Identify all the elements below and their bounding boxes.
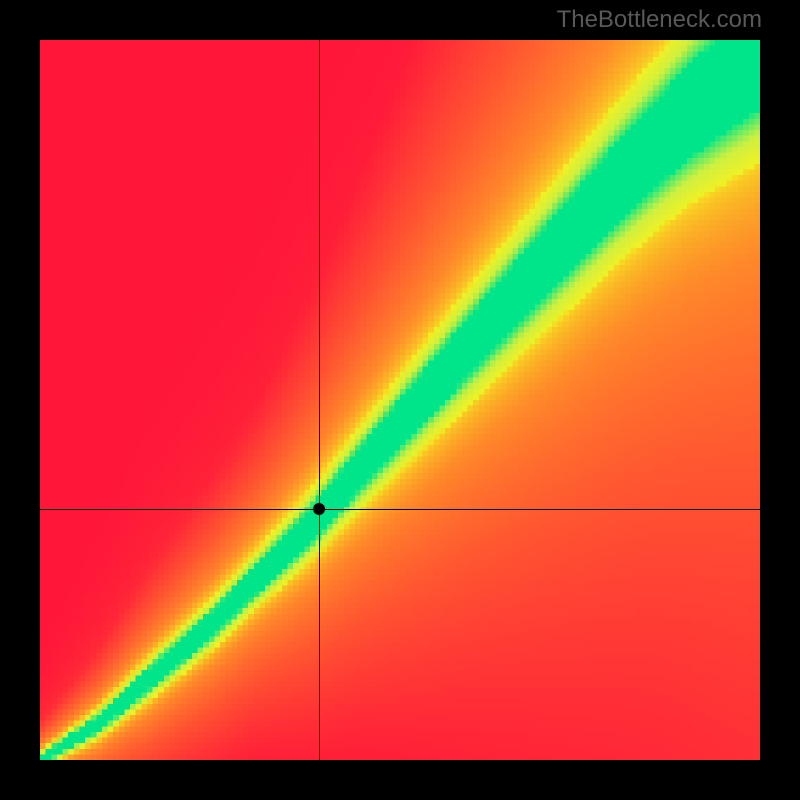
crosshair-vertical	[319, 40, 320, 760]
crosshair-horizontal	[40, 509, 760, 510]
heatmap-canvas	[40, 40, 760, 760]
plot-area	[40, 40, 760, 760]
chart-frame: TheBottleneck.com	[0, 0, 800, 800]
attribution-text: TheBottleneck.com	[557, 6, 762, 34]
